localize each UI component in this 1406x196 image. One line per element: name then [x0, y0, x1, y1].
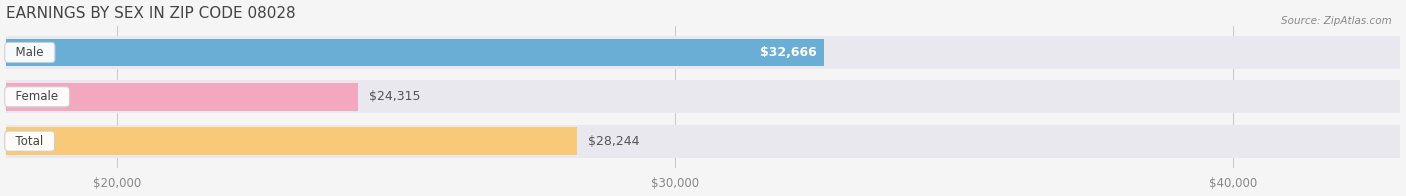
- Text: Source: ZipAtlas.com: Source: ZipAtlas.com: [1281, 16, 1392, 26]
- Bar: [6, 124, 1400, 158]
- Text: EARNINGS BY SEX IN ZIP CODE 08028: EARNINGS BY SEX IN ZIP CODE 08028: [6, 5, 295, 21]
- Bar: [6, 36, 1400, 69]
- Text: Total: Total: [8, 135, 51, 148]
- Text: $24,315: $24,315: [368, 90, 420, 103]
- Bar: [6, 83, 359, 111]
- Bar: [6, 80, 1400, 113]
- Bar: [6, 39, 824, 66]
- Text: $32,666: $32,666: [761, 46, 817, 59]
- Text: Female: Female: [8, 90, 66, 103]
- Bar: [6, 127, 576, 155]
- Text: Male: Male: [8, 46, 52, 59]
- Text: $28,244: $28,244: [588, 135, 640, 148]
